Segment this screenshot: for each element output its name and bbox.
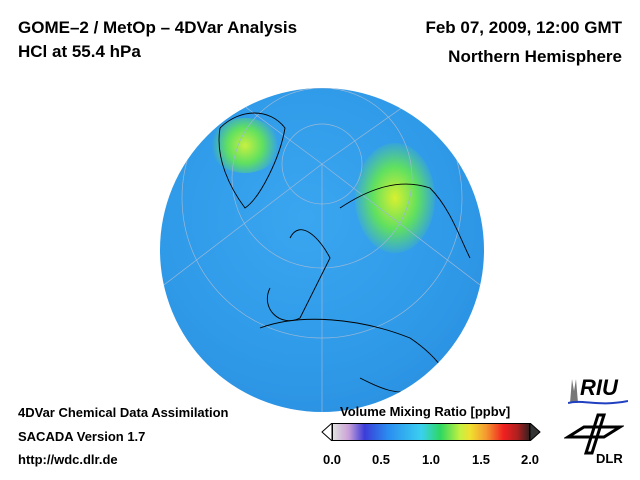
riu-wave bbox=[568, 400, 628, 405]
globe-map bbox=[160, 88, 484, 412]
hcl-anomaly-siberia bbox=[355, 143, 435, 253]
colorbar-tick: 1.5 bbox=[471, 452, 491, 467]
colorbar bbox=[332, 423, 530, 441]
colorbar-tick: 0.5 bbox=[371, 452, 391, 467]
dlr-logo-icon bbox=[564, 413, 624, 455]
colorbar-tick: 2.0 bbox=[520, 452, 540, 467]
region-label: Northern Hemisphere bbox=[448, 47, 622, 66]
footer-version: SACADA Version 1.7 bbox=[18, 429, 146, 444]
colorbar-title: Volume Mixing Ratio [ppbv] bbox=[340, 404, 511, 419]
dlr-logo-text: DLR bbox=[596, 451, 623, 466]
riu-logo: RIU bbox=[568, 375, 628, 405]
footer-assimilation: 4DVar Chemical Data Assimilation bbox=[18, 405, 229, 420]
map-title: GOME–2 / MetOp – 4DVar Analysis bbox=[18, 18, 298, 37]
species-level: HCl at 55.4 hPa bbox=[18, 42, 141, 61]
footer-url[interactable]: http://wdc.dlr.de bbox=[18, 452, 118, 467]
cathedral-icon bbox=[570, 379, 578, 403]
colorbar-tick: 1.0 bbox=[421, 452, 441, 467]
coastlines bbox=[218, 112, 471, 399]
graticule bbox=[160, 88, 484, 412]
date-time: Feb 07, 2009, 12:00 GMT bbox=[425, 18, 622, 37]
colorbar-tick: 0.0 bbox=[322, 452, 342, 467]
hcl-anomaly-greenland bbox=[210, 118, 280, 173]
